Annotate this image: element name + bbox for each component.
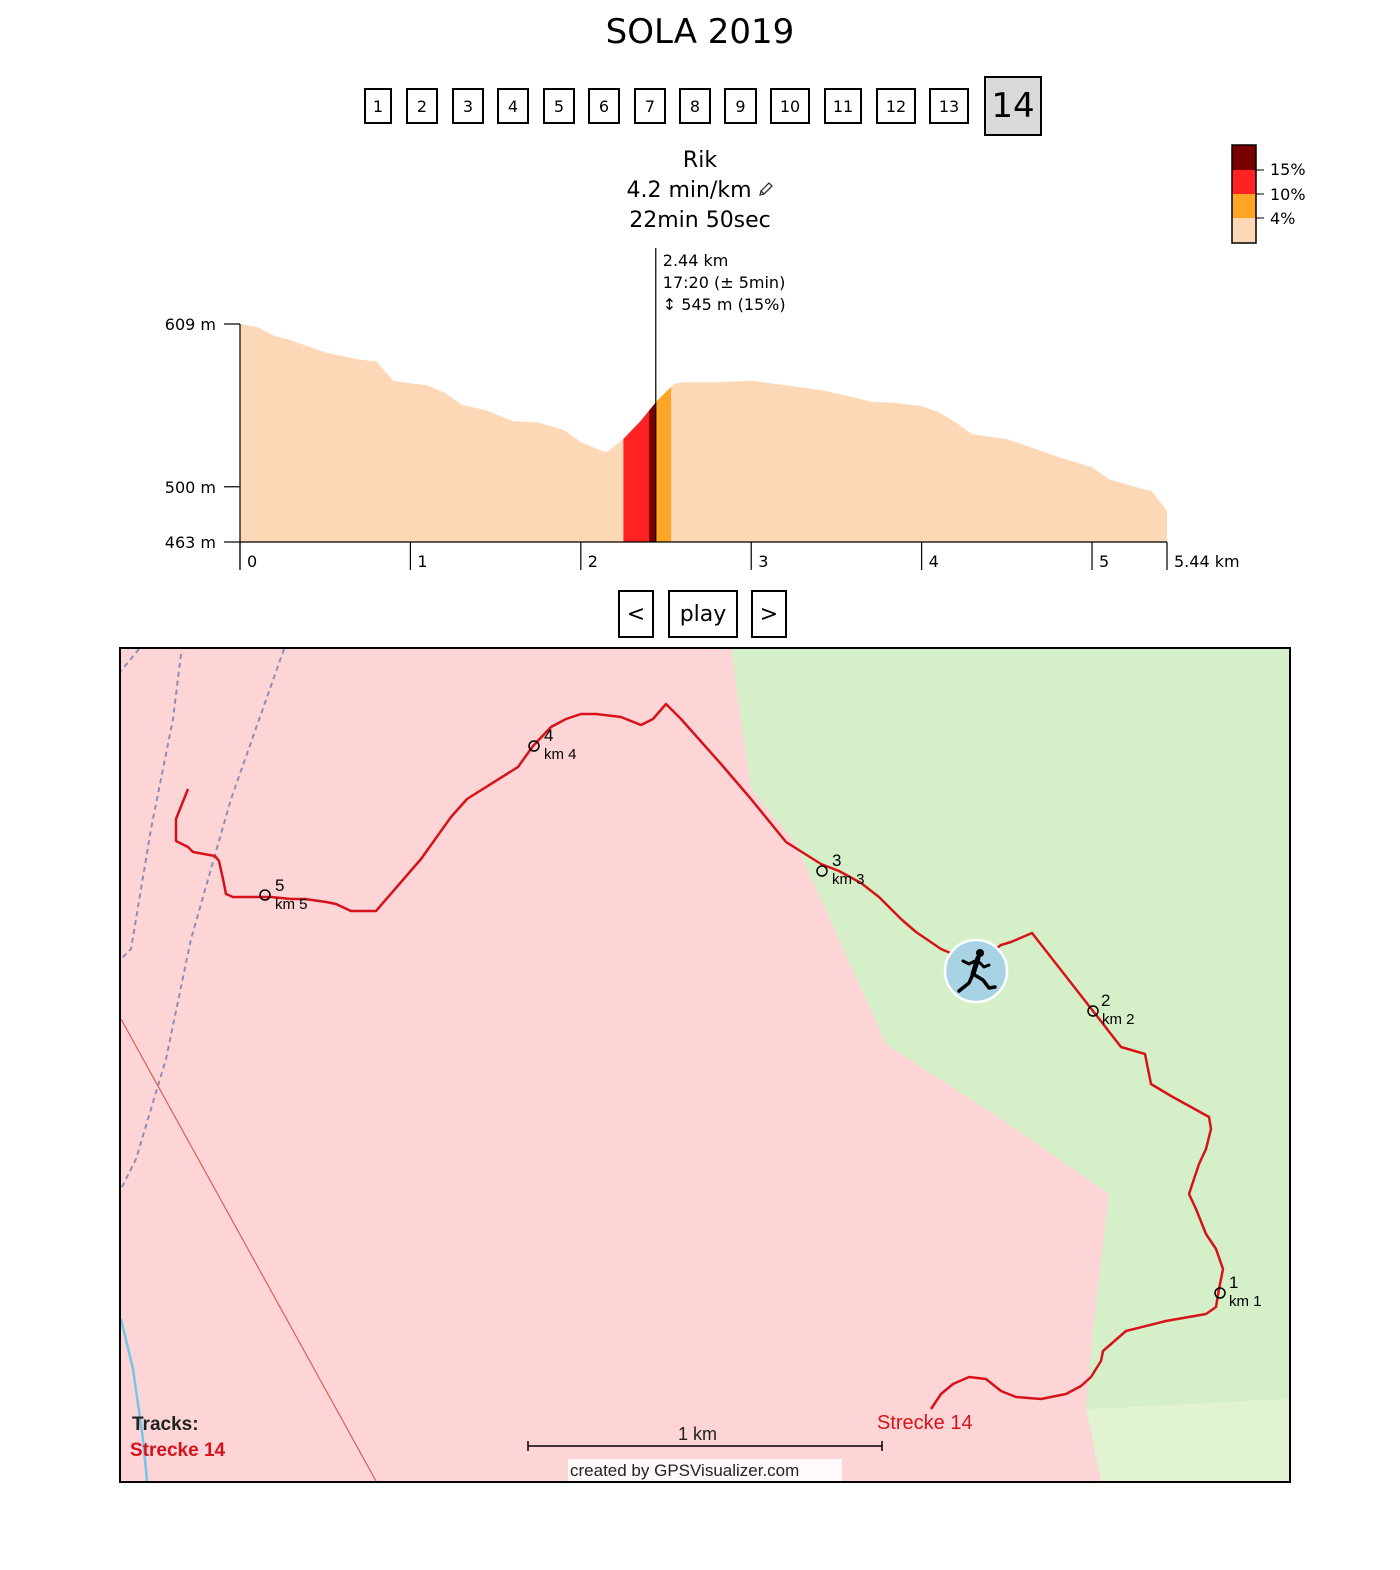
runner-icon — [957, 949, 997, 993]
map-credit: created by GPSVisualizer.com — [570, 1461, 800, 1480]
legend-label-15: 15% — [1270, 160, 1306, 179]
x-tick-label-2: 2 — [588, 552, 598, 571]
next-button[interactable]: > — [751, 590, 787, 638]
cursor-distance: 2.44 km — [663, 251, 729, 270]
stage-button-1[interactable]: 1 — [364, 88, 392, 124]
y-tick-label-1: 500 m — [165, 478, 216, 497]
track-line — [174, 702, 1225, 1410]
km-marker-4-label: km 4 — [544, 746, 577, 763]
dashed-path — [121, 649, 285, 1190]
x-tick-label-0: 0 — [247, 552, 257, 571]
map-canvas — [121, 649, 1289, 1481]
boundary-line — [121, 1018, 377, 1481]
x-tick-label-5: 5 — [1099, 552, 1109, 571]
km-marker-5-number: 5 — [275, 876, 285, 895]
cursor-time: 17:20 (± 5min) — [663, 273, 786, 292]
credit-background — [568, 1459, 842, 1481]
page-title: SOLA 2019 — [605, 12, 795, 52]
grade-segment-0 — [623, 410, 649, 542]
track-name-label: Strecke 14 — [877, 1412, 973, 1434]
stage-button-11[interactable]: 11 — [824, 88, 862, 124]
x-tick-label-3: 3 — [758, 552, 768, 571]
km-marker-3-icon — [816, 865, 828, 877]
stage-button-3[interactable]: 3 — [452, 88, 484, 124]
runner-time: 22min 50sec — [629, 208, 771, 233]
km-marker-2-number: 2 — [1101, 991, 1111, 1010]
legend-label-4: 4% — [1270, 209, 1296, 228]
scale-bar-label: 1 km — [678, 1424, 718, 1444]
runner-position-marker[interactable] — [943, 938, 1009, 1004]
grade-segment-1 — [649, 402, 656, 542]
x-tick-label-end: 5.44 km — [1174, 552, 1240, 571]
km-marker-5-icon — [259, 889, 271, 901]
play-button[interactable]: play — [668, 590, 738, 638]
km-marker-2-icon — [1087, 1005, 1099, 1017]
km-marker-4-icon — [528, 740, 540, 752]
y-tick-label-2: 463 m — [165, 533, 216, 552]
legend-label-10: 10% — [1270, 185, 1306, 204]
stage-button-2[interactable]: 2 — [406, 88, 438, 124]
green-area — [731, 649, 1289, 1481]
km-marker-1-icon — [1214, 1287, 1226, 1299]
stage-button-9[interactable]: 9 — [724, 88, 757, 124]
stage-selector: 1 2 3 4 5 6 7 8 9 10 11 12 13 14 — [0, 0, 1400, 140]
km-marker-3-label: km 3 — [832, 871, 865, 888]
green-area-lighter — [1086, 1399, 1289, 1481]
stage-button-12[interactable]: 12 — [876, 88, 916, 124]
grade-segment-2 — [655, 387, 672, 542]
stage-button-6[interactable]: 6 — [588, 88, 620, 124]
scale-bar — [527, 1441, 883, 1451]
map-legend-track: Strecke 14 — [130, 1440, 226, 1461]
runner-name: Rik — [682, 148, 718, 173]
stage-button-7[interactable]: 7 — [634, 88, 666, 124]
km-marker-2-label: km 2 — [1102, 1011, 1135, 1028]
km-marker-1-number: 1 — [1229, 1273, 1239, 1292]
elevation-area — [240, 324, 1167, 542]
y-tick-label-0: 609 m — [165, 315, 216, 334]
x-tick-label-4: 4 — [929, 552, 939, 571]
km-marker-5-label: km 5 — [275, 896, 308, 913]
stage-button-14-selected[interactable]: 14 — [984, 76, 1042, 136]
km-marker-1-label: km 1 — [1229, 1293, 1262, 1310]
previous-button[interactable]: < — [618, 590, 654, 638]
km-marker-4-number: 4 — [544, 726, 554, 745]
stage-button-8[interactable]: 8 — [679, 88, 711, 124]
dashed-path — [121, 649, 140, 672]
map-legend-title: Tracks: — [132, 1414, 199, 1435]
stage-button-13[interactable]: 13 — [929, 88, 969, 124]
stage-button-10[interactable]: 10 — [770, 88, 810, 124]
km-marker-3-number: 3 — [832, 851, 842, 870]
stage-button-4[interactable]: 4 — [497, 88, 529, 124]
cursor-elevation: ↕ 545 m (15%) — [663, 295, 786, 314]
pencil-icon[interactable] — [758, 176, 774, 206]
track-map[interactable]: 1 km 1 2 km 2 3 km 3 4 km 4 5 km 5 Strec… — [119, 647, 1291, 1483]
runner-pace-value: 4.2 min/km — [626, 178, 752, 203]
stream-line — [121, 1318, 149, 1481]
runner-pace: 4.2 min/km — [0, 176, 1400, 206]
x-tick-label-1: 1 — [417, 552, 427, 571]
dashed-path — [121, 653, 182, 960]
stage-button-5[interactable]: 5 — [543, 88, 575, 124]
